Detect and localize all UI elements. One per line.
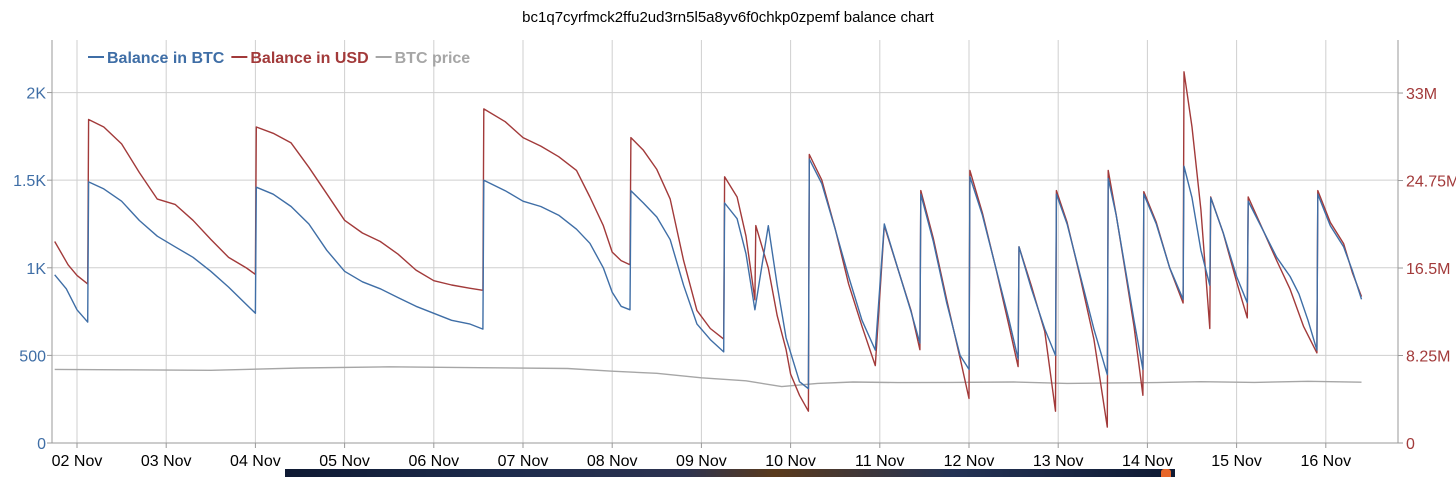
x-tick-label: 16 Nov	[1300, 453, 1351, 470]
legend-label: BTC price	[395, 50, 471, 67]
legend-label: Balance in USD	[250, 50, 368, 67]
x-tick-label: 12 Nov	[944, 453, 995, 470]
legend-item-balance-in-btc[interactable]: Balance in BTC	[88, 50, 225, 67]
x-tick-label: 15 Nov	[1211, 453, 1262, 470]
x-tick-label: 10 Nov	[765, 453, 816, 470]
x-tick-label: 14 Nov	[1122, 453, 1173, 470]
y-left-tick-label: 500	[19, 348, 46, 365]
y-left-tick-label: 2K	[26, 86, 46, 103]
x-tick-label: 09 Nov	[676, 453, 727, 470]
x-tick-label: 04 Nov	[230, 453, 281, 470]
series-line-balance-in-btc	[54, 158, 1363, 390]
y-right-tick-label: 33M	[1406, 86, 1437, 103]
y-right-tick-label: 16.5M	[1406, 261, 1450, 278]
chart-title: bc1q7cyrfmck2ffu2ud3rn5l5a8yv6f0chkp0zpe…	[522, 9, 934, 26]
x-tick-label: 06 Nov	[408, 453, 459, 470]
y-left-tick-label: 1K	[26, 261, 46, 278]
x-tick-label: 13 Nov	[1033, 453, 1084, 470]
legend-item-btc-price[interactable]: BTC price	[375, 50, 471, 67]
y-left-tick-label: 0	[37, 436, 46, 453]
legend-label: Balance in BTC	[107, 50, 225, 67]
x-tick-label: 08 Nov	[587, 453, 638, 470]
grid-lines	[52, 40, 1398, 443]
embedded-image-strip	[285, 469, 1175, 477]
axes: 02 Nov 03 Nov 04 Nov 05 Nov 06 Nov 07 Nov 08 N…	[13, 40, 1456, 470]
series-line-balance-in-usd	[54, 71, 1363, 428]
x-tick-label: 11 Nov	[855, 453, 905, 470]
legend[interactable]: Balance in BTC Balance in USD BTC price	[88, 50, 470, 67]
y-right-tick-label: 0	[1406, 436, 1415, 453]
x-tick-label: 07 Nov	[498, 453, 549, 470]
y-right-tick-label: 24.75M	[1406, 174, 1456, 191]
y-right-tick-label: 8.25M	[1406, 349, 1450, 366]
x-tick-label: 02 Nov	[52, 453, 103, 470]
x-tick-label: 03 Nov	[141, 453, 192, 470]
series-line-btc-price	[54, 366, 1362, 388]
series-lines	[54, 71, 1363, 428]
strip-badge-icon	[1161, 469, 1171, 477]
y-left-tick-label: 1.5K	[13, 173, 46, 190]
legend-item-balance-in-usd[interactable]: Balance in USD	[231, 50, 369, 67]
x-tick-label: 05 Nov	[319, 453, 370, 470]
